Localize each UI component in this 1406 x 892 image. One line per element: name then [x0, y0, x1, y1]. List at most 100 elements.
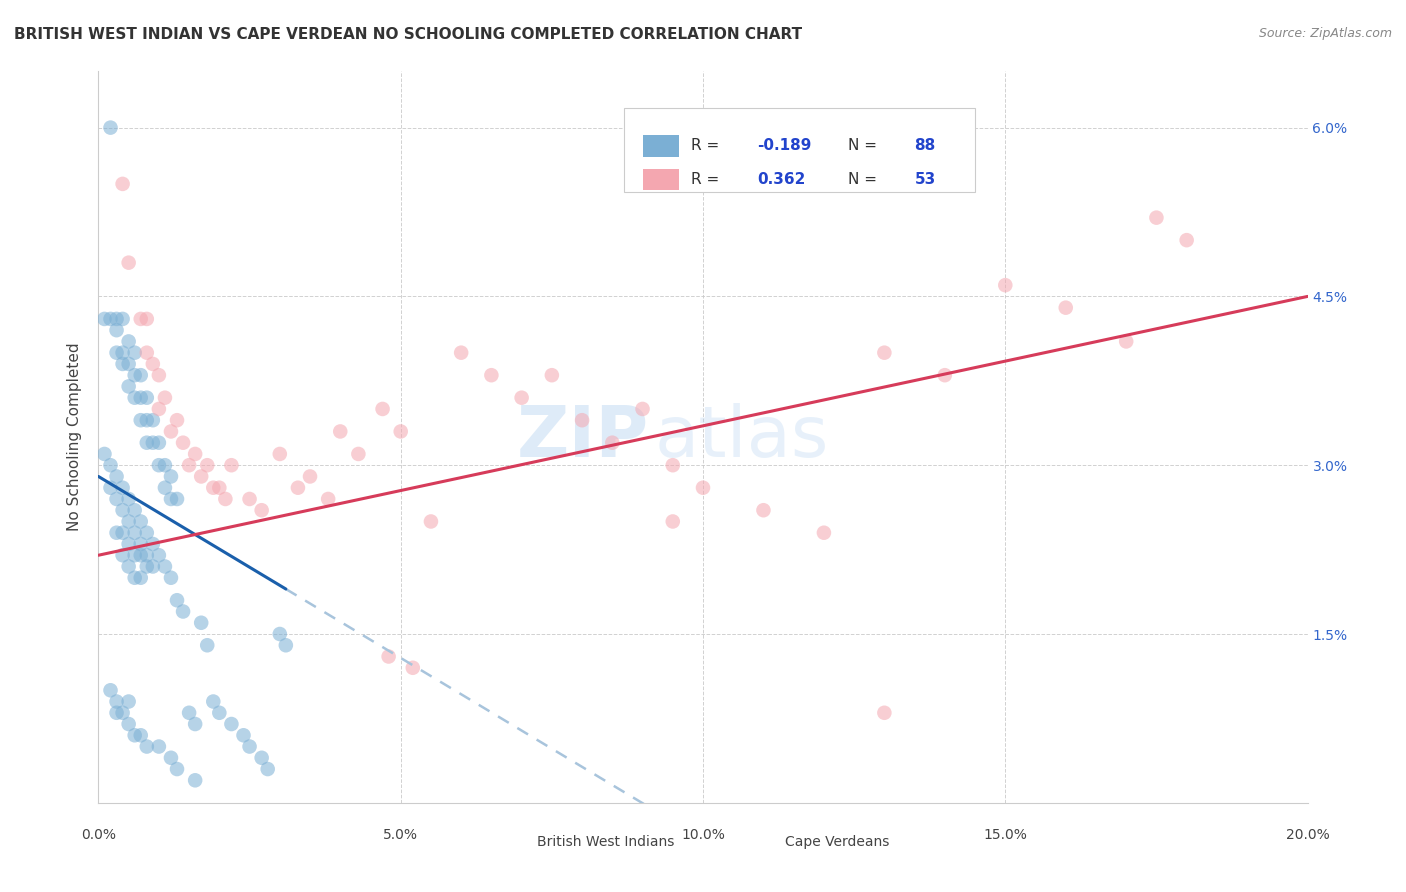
Text: 0.362: 0.362: [758, 172, 806, 187]
Point: [208, 706, 231, 720]
Point: [190, 615, 212, 630]
Point: [100, 683, 122, 698]
Point: [287, 481, 309, 495]
Point: [135, 312, 157, 326]
Point: [142, 357, 165, 371]
Point: [661, 515, 683, 529]
Point: [142, 413, 165, 427]
Point: [208, 481, 231, 495]
Text: -0.189: -0.189: [758, 138, 811, 153]
Point: [450, 345, 472, 359]
FancyBboxPatch shape: [498, 832, 527, 850]
Point: [250, 503, 273, 517]
Point: [111, 177, 134, 191]
Text: N =: N =: [848, 172, 882, 187]
Point: [129, 515, 152, 529]
Point: [148, 401, 170, 416]
Point: [135, 345, 157, 359]
Point: [124, 525, 146, 540]
FancyBboxPatch shape: [624, 108, 976, 192]
Point: [135, 525, 157, 540]
Point: [160, 425, 183, 439]
Point: [179, 458, 201, 473]
Point: [153, 458, 176, 473]
Text: 88: 88: [915, 138, 936, 153]
Point: [148, 739, 170, 754]
Text: BRITISH WEST INDIAN VS CAPE VERDEAN NO SCHOOLING COMPLETED CORRELATION CHART: BRITISH WEST INDIAN VS CAPE VERDEAN NO S…: [14, 27, 803, 42]
Point: [195, 458, 218, 473]
Point: [129, 571, 152, 585]
Point: [148, 368, 170, 383]
Point: [124, 728, 146, 742]
Point: [105, 491, 128, 506]
Point: [153, 391, 176, 405]
Point: [481, 368, 503, 383]
Point: [389, 425, 412, 439]
Point: [202, 481, 225, 495]
Point: [166, 491, 188, 506]
Point: [118, 515, 141, 529]
Point: [239, 491, 262, 506]
Point: [221, 717, 243, 731]
Point: [420, 515, 443, 529]
Point: [111, 525, 134, 540]
Point: [239, 739, 262, 754]
Text: 0.0%: 0.0%: [82, 828, 115, 842]
Point: [160, 469, 183, 483]
Point: [160, 751, 183, 765]
Point: [129, 413, 152, 427]
Point: [153, 559, 176, 574]
Point: [100, 458, 122, 473]
Point: [129, 548, 152, 562]
Point: [172, 605, 194, 619]
Point: [232, 728, 254, 742]
Point: [934, 368, 956, 383]
Point: [148, 548, 170, 562]
Point: [105, 525, 128, 540]
Point: [100, 312, 122, 326]
Point: [571, 413, 593, 427]
Point: [256, 762, 278, 776]
Text: 20.0%: 20.0%: [1285, 828, 1330, 842]
Point: [153, 481, 176, 495]
Point: [299, 469, 322, 483]
Text: R =: R =: [690, 172, 724, 187]
Point: [111, 345, 134, 359]
Point: [1144, 211, 1167, 225]
FancyBboxPatch shape: [745, 832, 776, 850]
Point: [111, 357, 134, 371]
Point: [661, 458, 683, 473]
Point: [118, 334, 141, 349]
Point: [93, 312, 115, 326]
Point: [100, 481, 122, 495]
Point: [111, 481, 134, 495]
Point: [179, 706, 201, 720]
Text: 53: 53: [915, 172, 936, 187]
Point: [166, 413, 188, 427]
Point: [118, 694, 141, 708]
Text: British West Indians: British West Indians: [537, 835, 675, 848]
Point: [172, 435, 194, 450]
Point: [129, 312, 152, 326]
Point: [329, 425, 352, 439]
Point: [142, 559, 165, 574]
Point: [142, 537, 165, 551]
Point: [692, 481, 714, 495]
Text: R =: R =: [690, 138, 724, 153]
Point: [540, 368, 562, 383]
Point: [752, 503, 775, 517]
Point: [124, 345, 146, 359]
Text: 10.0%: 10.0%: [681, 828, 725, 842]
Point: [184, 717, 207, 731]
Point: [184, 447, 207, 461]
Point: [269, 447, 291, 461]
Point: [124, 571, 146, 585]
Point: [371, 401, 394, 416]
Point: [118, 255, 141, 269]
Point: [111, 548, 134, 562]
Point: [142, 435, 165, 450]
Point: [873, 706, 896, 720]
Y-axis label: No Schooling Completed: No Schooling Completed: [67, 343, 83, 532]
Point: [111, 706, 134, 720]
Point: [160, 571, 183, 585]
